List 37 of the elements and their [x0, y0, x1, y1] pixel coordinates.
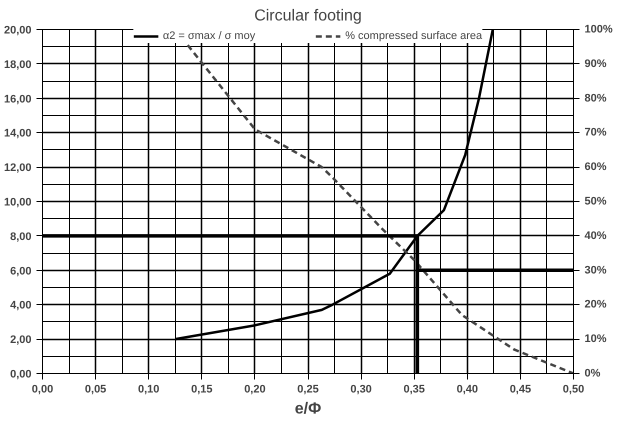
y2-tick-label: 100%	[584, 24, 613, 36]
chart-title: Circular footing	[254, 8, 362, 24]
y2-tick-label: 90%	[584, 58, 607, 70]
x-axis-title: e/Φ	[294, 400, 322, 418]
x-tick-label: 0,10	[138, 384, 160, 396]
x-tick-label: 0,50	[562, 384, 584, 396]
y-tick-label: 10,00	[4, 196, 32, 208]
x-tick-label: 0,25	[297, 384, 319, 396]
y2-tick-label: 30%	[584, 264, 607, 276]
y2-tick-label: 70%	[584, 126, 607, 139]
y-tick-label: 20,00	[4, 24, 32, 36]
x-tick-label: 0,05	[84, 384, 106, 396]
y2-tick-label: 50%	[584, 196, 607, 208]
x-tick-label: 0,35	[403, 384, 425, 396]
x-tick-label: 0,40	[456, 384, 478, 396]
y-tick-label: 2,00	[10, 334, 32, 346]
y-tick-label: 8,00	[10, 230, 32, 243]
y2-tick-label: 10%	[584, 333, 607, 346]
y-tick-label: 0,00	[10, 368, 32, 380]
y2-tick-label: 20%	[584, 298, 607, 311]
y-tick-label: 18,00	[4, 58, 32, 71]
legend-label: α2 = σmax / σ moy	[162, 29, 256, 43]
x-tick-label: 0,15	[191, 384, 213, 396]
y-tick-label: 14,00	[4, 128, 32, 140]
x-tick-label: 0,00	[32, 384, 54, 396]
x-tick-label: 0,30	[350, 384, 372, 396]
y2-tick-label: 40%	[584, 230, 607, 242]
legend-label: % compressed surface area	[345, 29, 482, 43]
y-tick-label: 6,00	[10, 265, 32, 278]
y-tick-label: 4,00	[10, 300, 32, 312]
y2-tick-label: 60%	[584, 161, 607, 174]
y2-tick-label: 0%	[584, 368, 601, 380]
y2-tick-label: 80%	[584, 92, 607, 104]
x-tick-label: 0,45	[510, 384, 532, 396]
y-tick-label: 16,00	[4, 93, 32, 106]
y-tick-label: 12,00	[4, 162, 32, 174]
x-tick-label: 0,20	[244, 384, 266, 396]
